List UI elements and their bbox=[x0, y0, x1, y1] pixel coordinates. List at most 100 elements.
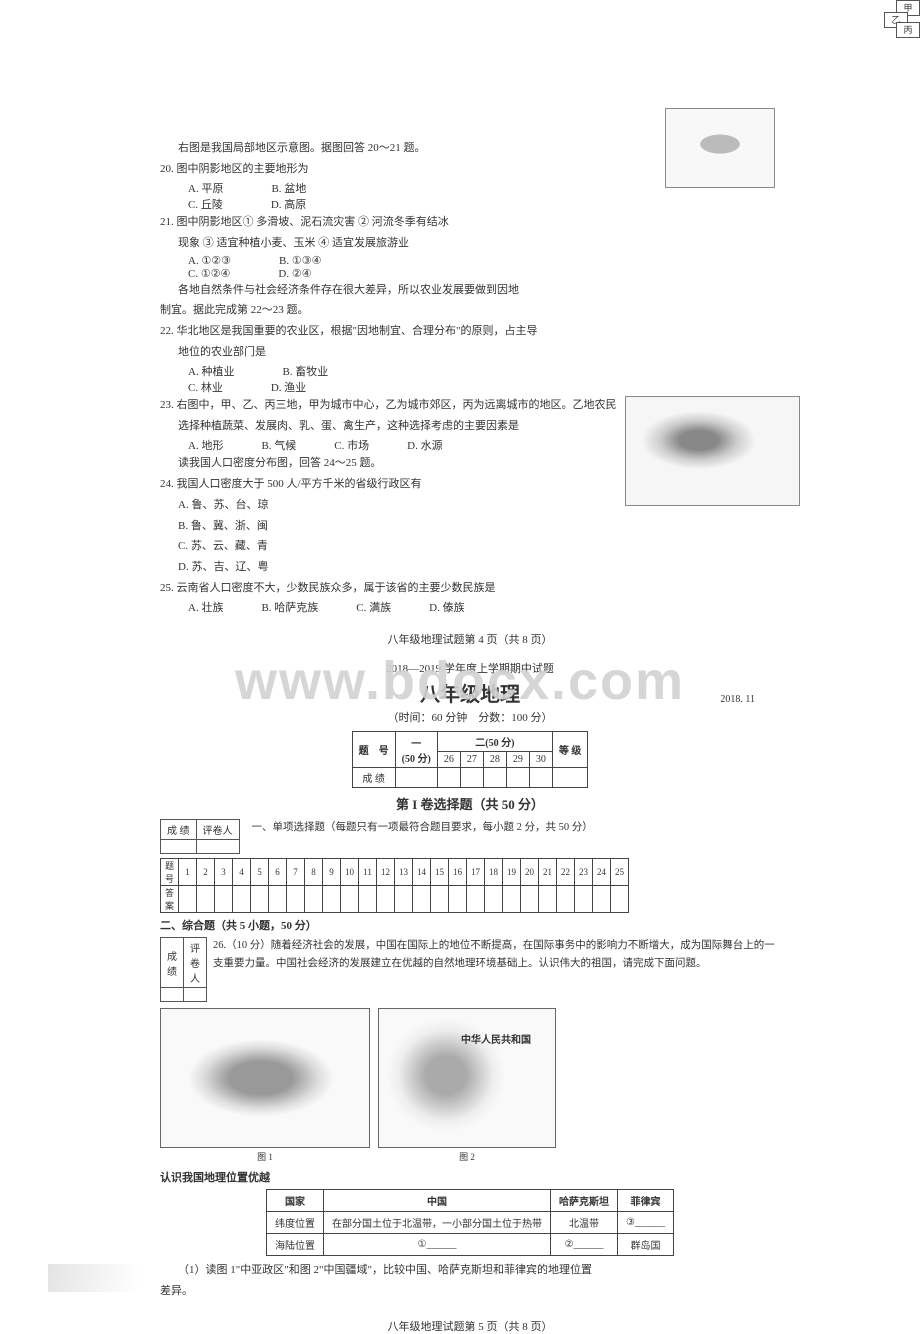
ans-cell-9 bbox=[323, 886, 341, 913]
q22-opt-a: A. 种植业 bbox=[188, 363, 234, 379]
section1-note: 一、单项选择题（每题只有一项最符合题目要求，每小题 2 分，共 50 分） bbox=[252, 819, 593, 834]
ans-num-18: 18 bbox=[485, 859, 503, 886]
title-main: 八年级地理 bbox=[160, 678, 780, 707]
comp-h4: 菲律宾 bbox=[618, 1190, 674, 1212]
score-29: 29 bbox=[506, 752, 529, 768]
ans-cell-19 bbox=[503, 886, 521, 913]
ans-num-4: 4 bbox=[233, 859, 251, 886]
q24-opt-c: C. 苏、云、藏、青 bbox=[160, 536, 780, 557]
title-time: （时间：60 分钟 分数：100 分） bbox=[160, 709, 780, 725]
page-footer-5: 八年级地理试题第 5 页（共 8 页） bbox=[160, 1318, 780, 1334]
ans-cell-8 bbox=[305, 886, 323, 913]
q20-opt-d: D. 高原 bbox=[271, 196, 306, 212]
ans-cell-24 bbox=[593, 886, 611, 913]
box-bing: 丙 bbox=[896, 22, 920, 38]
grader-box-2: 成 绩评卷人 bbox=[160, 937, 207, 1002]
q25-stem: 25. 云南省人口密度不大，少数民族众多，属于该省的主要少数民族是 bbox=[160, 578, 780, 599]
ans-cell-20 bbox=[521, 886, 539, 913]
score-table: 题 号 一 (50 分) 二(50 分) 等 级 26 27 28 29 30 … bbox=[352, 731, 589, 788]
ans-cell-11 bbox=[359, 886, 377, 913]
q22-opt-d: D. 渔业 bbox=[271, 379, 306, 395]
ans-num-22: 22 bbox=[557, 859, 575, 886]
ans-cell-10 bbox=[341, 886, 359, 913]
score-row-label: 成 绩 bbox=[352, 768, 395, 788]
ans-num-16: 16 bbox=[449, 859, 467, 886]
ans-num-24: 24 bbox=[593, 859, 611, 886]
ans-h-num: 题号 bbox=[161, 859, 179, 886]
exam-page-4: 甲 乙 丙 右图是我国局部地区示意图。据图回答 20～21 题。 20. 图中阴… bbox=[0, 0, 920, 600]
ans-cell-25 bbox=[611, 886, 629, 913]
ans-cell-4 bbox=[233, 886, 251, 913]
score-26: 26 bbox=[437, 752, 460, 768]
q22-stem: 22. 华北地区是我国重要的农业区，根据"因地制宜、合理分布"的原则，占主导 bbox=[160, 321, 780, 342]
ans-num-21: 21 bbox=[539, 859, 557, 886]
ans-num-5: 5 bbox=[251, 859, 269, 886]
comp-h2: 中国 bbox=[324, 1190, 551, 1212]
comp-r2c: ②______ bbox=[551, 1234, 618, 1256]
diagram-q22: 甲 乙 丙 bbox=[160, 100, 212, 138]
q20-opt-b: B. 盆地 bbox=[271, 180, 306, 196]
ans-cell-15 bbox=[431, 886, 449, 913]
comp-h3: 哈萨克斯坦 bbox=[551, 1190, 618, 1212]
comp-h1: 国家 bbox=[267, 1190, 324, 1212]
grader2-a: 成 绩 bbox=[161, 938, 184, 988]
map-image-q24 bbox=[625, 396, 800, 506]
ans-num-19: 19 bbox=[503, 859, 521, 886]
comp-r1d: ③______ bbox=[618, 1212, 674, 1234]
q23-opt-d: D. 水源 bbox=[407, 437, 442, 453]
q20-opt-c: C. 丘陵 bbox=[188, 196, 223, 212]
grader-box-a: 成 绩 bbox=[161, 820, 197, 840]
comp-r2d: 群岛国 bbox=[618, 1234, 674, 1256]
score-one-pts: (50 分) bbox=[402, 754, 431, 765]
ans-num-7: 7 bbox=[287, 859, 305, 886]
ans-cell-12 bbox=[377, 886, 395, 913]
comp-r1a: 纬度位置 bbox=[267, 1212, 324, 1234]
grader-box-b: 评卷人 bbox=[196, 820, 239, 840]
ans-num-13: 13 bbox=[395, 859, 413, 886]
ans-cell-23 bbox=[575, 886, 593, 913]
q26-text: 26.（10 分）随着经济社会的发展，中国在国际上的地位不断提高，在国际事务中的… bbox=[213, 937, 780, 1002]
ans-num-9: 9 bbox=[323, 859, 341, 886]
q26-sub1: （1）读图 1"中亚政区"和图 2"中国疆域"，比较中国、哈萨克斯坦和菲律宾的地… bbox=[160, 1260, 780, 1281]
ans-cell-1 bbox=[179, 886, 197, 913]
intro-22-23b: 制宜。据此完成第 22～23 题。 bbox=[160, 300, 780, 321]
ans-num-11: 11 bbox=[359, 859, 377, 886]
score-h-grade: 等 级 bbox=[552, 732, 588, 768]
ans-cell-5 bbox=[251, 886, 269, 913]
q20-opt-a: A. 平原 bbox=[188, 180, 223, 196]
ans-num-8: 8 bbox=[305, 859, 323, 886]
q21-stem2: 现象 ③ 适宜种植小麦、玉米 ④ 适宜发展旅游业 bbox=[160, 233, 780, 254]
q23-opt-b: B. 气候 bbox=[261, 437, 296, 453]
figure-2-caption: 中华人民共和国 bbox=[461, 1031, 531, 1046]
ans-num-25: 25 bbox=[611, 859, 629, 886]
q21-stem: 21. 图中阴影地区① 多滑坡、泥石流灾害 ② 河流冬季有结冰 bbox=[160, 212, 780, 233]
q26-sub1b: 差异。 bbox=[160, 1281, 780, 1302]
q23-opt-c: C. 市场 bbox=[334, 437, 369, 453]
score-one-label: 一 bbox=[411, 739, 421, 750]
ans-cell-17 bbox=[467, 886, 485, 913]
intro-22-23: 各地自然条件与社会经济条件存在很大差异，所以农业发展要做到因地 bbox=[160, 280, 780, 301]
title-date: 2018. 11 bbox=[720, 694, 755, 705]
figure-1-map bbox=[160, 1008, 370, 1148]
ans-num-6: 6 bbox=[269, 859, 287, 886]
ans-num-3: 3 bbox=[215, 859, 233, 886]
title-year: 2018—2019 学年度上学期期中试题 bbox=[160, 660, 780, 676]
q24-opt-b: B. 鲁、冀、浙、闽 bbox=[160, 516, 780, 537]
ans-cell-22 bbox=[557, 886, 575, 913]
figure-1-label: 图 1 bbox=[160, 1150, 370, 1163]
ans-num-15: 15 bbox=[431, 859, 449, 886]
q22-stem2: 地位的农业部门是 bbox=[160, 342, 780, 363]
ans-cell-14 bbox=[413, 886, 431, 913]
comp-r2b: ①______ bbox=[324, 1234, 551, 1256]
comp-r2a: 海陆位置 bbox=[267, 1234, 324, 1256]
ans-num-17: 17 bbox=[467, 859, 485, 886]
score-30: 30 bbox=[529, 752, 552, 768]
q23-opt-a: A. 地形 bbox=[188, 437, 223, 453]
ans-num-20: 20 bbox=[521, 859, 539, 886]
ans-cell-21 bbox=[539, 886, 557, 913]
grader-box-1: 成 绩评卷人 bbox=[160, 819, 240, 854]
section1-title: 第 I 卷选择题（共 50 分） bbox=[160, 794, 780, 813]
ans-cell-7 bbox=[287, 886, 305, 913]
map-image-q20 bbox=[665, 108, 775, 188]
ans-num-14: 14 bbox=[413, 859, 431, 886]
